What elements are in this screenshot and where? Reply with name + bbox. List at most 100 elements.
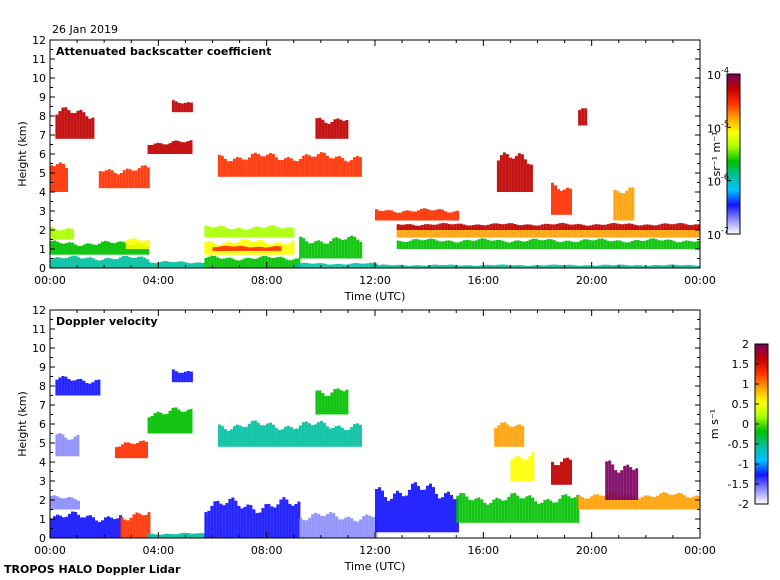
data-cell xyxy=(124,442,127,459)
data-cell xyxy=(507,223,511,230)
data-cell xyxy=(295,161,299,177)
data-cell xyxy=(523,159,527,192)
data-cell xyxy=(73,436,77,457)
data-cell xyxy=(633,224,637,230)
data-cell xyxy=(486,264,490,268)
data-cell xyxy=(529,164,533,192)
data-cell xyxy=(522,459,526,481)
data-cell xyxy=(384,264,388,268)
data-cell xyxy=(480,499,484,523)
data-cell xyxy=(624,223,628,230)
data-cell xyxy=(471,227,475,238)
data-cell xyxy=(570,498,574,523)
data-cell xyxy=(186,409,190,434)
data-cell xyxy=(408,224,412,230)
data-cell xyxy=(56,230,59,240)
data-cell xyxy=(375,209,378,221)
data-cell xyxy=(510,226,514,238)
data-cell xyxy=(174,371,178,383)
data-cell xyxy=(298,425,302,447)
data-cell xyxy=(177,409,181,434)
data-cell xyxy=(579,240,583,249)
data-cell xyxy=(618,240,622,249)
data-cell xyxy=(171,141,175,154)
data-cell xyxy=(339,119,343,139)
data-cell xyxy=(223,429,227,447)
data-cell xyxy=(616,190,620,221)
data-cell xyxy=(477,265,481,268)
data-cell xyxy=(438,241,442,249)
data-cell xyxy=(168,143,172,154)
data-cell xyxy=(325,155,329,177)
data-cell xyxy=(573,242,577,249)
data-cell xyxy=(555,241,559,249)
data-cell xyxy=(671,495,675,510)
data-cell xyxy=(67,110,71,139)
data-cell xyxy=(513,225,517,238)
data-cell xyxy=(319,152,323,177)
data-cell xyxy=(279,256,283,268)
data-cell xyxy=(277,430,281,447)
data-cell xyxy=(310,156,314,177)
data-cell xyxy=(621,264,625,268)
data-cell xyxy=(246,257,250,268)
data-cell xyxy=(552,240,556,249)
data-cell xyxy=(617,494,621,510)
data-cell xyxy=(681,265,685,268)
data-cell xyxy=(651,238,655,249)
data-cell xyxy=(642,241,646,249)
data-cell xyxy=(144,515,148,538)
data-cell xyxy=(441,222,445,230)
data-cell xyxy=(98,171,102,189)
data-cell xyxy=(450,241,454,249)
data-cell xyxy=(507,265,511,268)
data-cell xyxy=(131,238,135,249)
x-tick-label: 16:00 xyxy=(467,274,499,287)
data-cell xyxy=(50,165,53,192)
data-cell xyxy=(198,262,202,268)
data-cell xyxy=(681,223,685,230)
data-cell xyxy=(264,255,268,268)
data-cell xyxy=(516,226,520,238)
data-cell xyxy=(564,226,568,238)
data-cell xyxy=(669,264,673,268)
data-cell xyxy=(82,380,86,396)
data-cell xyxy=(119,241,122,255)
data-cell xyxy=(519,457,523,481)
data-cell xyxy=(420,265,424,268)
data-cell xyxy=(549,239,553,249)
data-cell xyxy=(629,467,633,500)
data-cell xyxy=(180,372,184,383)
data-cell xyxy=(83,517,86,538)
data-cell xyxy=(444,223,448,230)
data-cell xyxy=(110,242,113,255)
data-cell xyxy=(107,169,111,189)
data-cell xyxy=(329,241,333,259)
data-cell xyxy=(507,242,511,249)
data-cell xyxy=(261,255,265,268)
data-cell xyxy=(67,440,71,457)
data-cell xyxy=(274,157,278,177)
data-cell xyxy=(402,242,406,249)
data-cell xyxy=(510,223,514,230)
data-cell xyxy=(492,228,496,238)
data-cell xyxy=(423,208,426,221)
data-cell xyxy=(159,143,163,154)
data-cell xyxy=(462,240,466,249)
data-cell xyxy=(390,265,394,268)
data-cell xyxy=(88,383,92,396)
data-cell xyxy=(150,416,154,434)
y-axis-label: Height (km) xyxy=(16,391,29,457)
data-cell xyxy=(80,258,83,268)
data-cell xyxy=(324,395,328,415)
data-cell xyxy=(216,257,220,268)
data-cell xyxy=(570,264,574,268)
data-cell xyxy=(474,227,478,238)
data-cell xyxy=(621,241,625,249)
data-cell xyxy=(91,117,95,139)
data-cell xyxy=(207,226,211,238)
data-cell xyxy=(153,413,157,434)
data-cell xyxy=(65,243,68,255)
x-tick-label: 12:00 xyxy=(359,544,391,557)
data-cell xyxy=(165,413,169,434)
